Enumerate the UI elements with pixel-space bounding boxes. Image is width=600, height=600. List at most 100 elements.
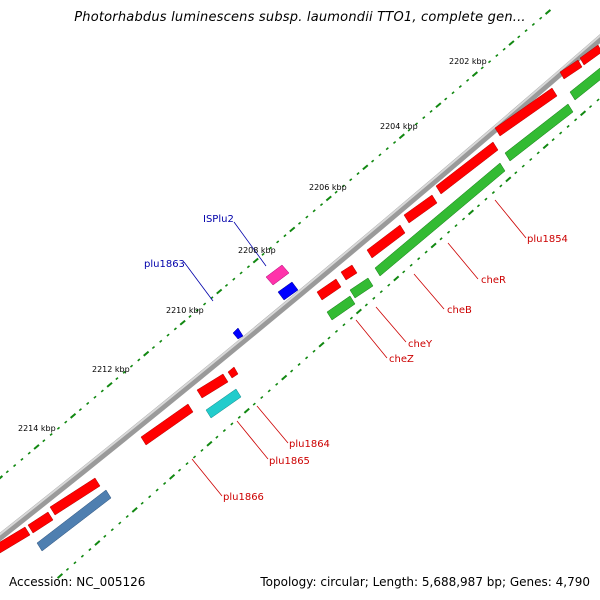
cds-arrow[interactable]	[349, 277, 374, 299]
minor-tick	[422, 116, 426, 120]
minor-tick	[125, 514, 129, 519]
minor-tick	[409, 263, 413, 267]
isplu2-element[interactable]	[265, 264, 290, 286]
feature-label-plu1866[interactable]: plu1866	[223, 492, 264, 503]
minor-tick	[230, 422, 234, 426]
feature-label-plu1865[interactable]: plu1865	[269, 456, 310, 467]
minor-tick	[64, 420, 68, 424]
minor-tick	[499, 184, 503, 188]
cds-arrow[interactable]	[0, 526, 31, 554]
minor-tick	[574, 118, 578, 122]
topology-text: Topology: circular; Length: 5,688,987 bp…	[260, 575, 590, 589]
major-tick	[131, 507, 138, 513]
minor-tick	[252, 402, 256, 406]
tick-label: 2208 kbp	[238, 246, 276, 255]
minor-tick	[49, 432, 53, 437]
major-tick	[435, 102, 442, 109]
cds-arrow[interactable]	[504, 103, 574, 162]
major-tick	[544, 9, 552, 15]
feature-label-plu1854[interactable]: plu1854	[527, 234, 568, 245]
minor-tick	[224, 283, 229, 287]
cds-arrow[interactable]	[316, 278, 342, 301]
cds-arrow[interactable]	[27, 511, 54, 534]
minor-tick	[495, 53, 499, 58]
minor-tick	[261, 252, 265, 256]
cds-arrow[interactable]	[227, 366, 239, 379]
cds-arrow[interactable]	[435, 141, 499, 195]
minor-tick	[80, 554, 84, 558]
minor-tick	[476, 204, 481, 208]
major-tick	[252, 257, 259, 264]
minor-tick	[429, 109, 433, 113]
blue-feature[interactable]	[277, 281, 299, 301]
minor-tick	[166, 333, 170, 337]
tick-label: 2202 kbp	[449, 57, 487, 66]
minor-tick	[267, 389, 271, 393]
cds-arrow[interactable]	[494, 87, 558, 137]
minor-tick	[319, 203, 324, 207]
plu1866-leader	[191, 458, 223, 497]
cds-arrow[interactable]	[140, 403, 194, 446]
feature-label-cher[interactable]: cheR	[481, 275, 506, 286]
cds-arrow[interactable]	[374, 162, 506, 277]
plu1863-feature[interactable]	[232, 327, 244, 340]
minor-tick	[378, 153, 382, 157]
feature-label-plu1863[interactable]: plu1863	[144, 259, 185, 270]
plu1863-leader	[183, 261, 214, 302]
plu1864-leader	[256, 405, 289, 444]
major-tick	[289, 226, 296, 233]
feature-label-cheb[interactable]: cheB	[447, 305, 472, 316]
minor-tick	[192, 455, 197, 459]
major-tick	[56, 573, 64, 579]
tick-label: 2212 kbp	[92, 365, 130, 374]
minor-tick	[163, 481, 167, 485]
minor-tick	[334, 190, 338, 194]
major-tick	[69, 413, 77, 419]
minor-tick	[521, 164, 525, 168]
cds-arrow[interactable]	[559, 59, 583, 80]
cds-arrow[interactable]	[36, 489, 112, 552]
minor-tick	[566, 124, 570, 128]
major-tick	[106, 381, 113, 388]
cds-arrow[interactable]	[579, 44, 600, 66]
reverse-strand-features	[36, 67, 600, 552]
cds-arrow[interactable]	[196, 373, 229, 399]
feature-label-plu1864[interactable]: plu1864	[289, 439, 330, 450]
cds-arrow[interactable]	[366, 224, 406, 259]
minor-tick	[414, 122, 419, 126]
feature-label-chey[interactable]: cheY	[408, 339, 433, 350]
minor-tick	[129, 364, 134, 368]
map-title: Photorhabdus luminescens subsp. laumondi…	[74, 10, 526, 25]
minor-tick	[100, 389, 104, 393]
cds-arrow[interactable]	[569, 67, 600, 101]
cds-arrow[interactable]	[205, 388, 242, 419]
cds-arrow[interactable]	[403, 194, 438, 224]
major-tick	[355, 308, 362, 315]
major-tick	[243, 407, 250, 414]
cds-arrow[interactable]	[340, 264, 358, 281]
cds-arrow[interactable]	[49, 477, 101, 516]
minor-tick	[305, 215, 309, 219]
plu1854-leader	[494, 199, 527, 239]
minor-tick	[290, 369, 294, 373]
minor-tick	[78, 408, 82, 412]
minor-tick	[466, 78, 470, 82]
minor-tick	[524, 29, 528, 33]
minor-tick	[514, 171, 518, 175]
tick-label: 2206 kbp	[309, 183, 347, 192]
tick-labels: 2202 kbp 2204 kbp 2206 kbp 2208 kbp 2210…	[18, 57, 487, 433]
feature-label-chez[interactable]: cheZ	[389, 354, 414, 365]
minor-tick	[349, 316, 353, 320]
cds-arrow[interactable]	[326, 295, 356, 321]
minor-tick	[446, 230, 451, 234]
minor-tick	[173, 327, 177, 331]
minor-tick	[73, 561, 77, 565]
minor-tick	[517, 35, 521, 39]
minor-tick	[402, 270, 406, 274]
minor-tick	[588, 105, 593, 109]
feature-label-isplu2[interactable]: ISPlu2	[203, 214, 234, 225]
minor-tick	[559, 131, 563, 135]
minor-tick	[458, 85, 462, 89]
minor-tick	[334, 329, 339, 333]
minor-tick	[246, 265, 251, 269]
